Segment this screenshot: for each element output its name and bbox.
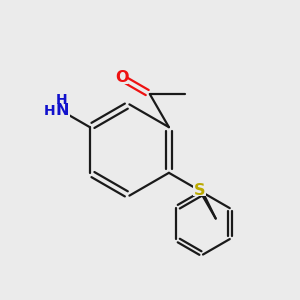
Text: H: H [44, 104, 56, 118]
Text: N: N [55, 103, 69, 118]
Text: O: O [115, 70, 128, 85]
Bar [193, 184, 206, 196]
Bar [116, 72, 127, 84]
Bar [54, 103, 70, 118]
Text: H: H [56, 93, 68, 107]
Text: S: S [194, 183, 205, 198]
